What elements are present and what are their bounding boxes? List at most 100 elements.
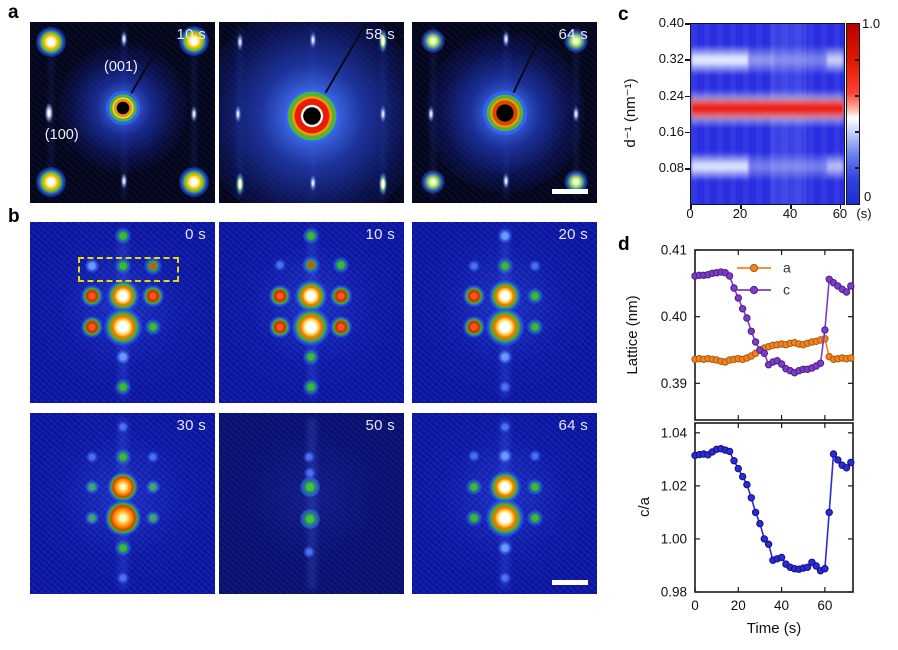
diffraction-spot — [563, 29, 588, 53]
legend-marker — [749, 263, 759, 273]
diffraction-spot — [269, 285, 292, 308]
intensity-band-segment — [825, 44, 844, 76]
colorbar-tick — [855, 131, 859, 133]
data-point-c/a — [825, 508, 833, 517]
panel-label-b: b — [8, 206, 20, 227]
data-point-c — [734, 294, 743, 302]
diffraction-spot — [178, 26, 209, 56]
intensity-band-segment — [691, 151, 750, 181]
diffraction-image-a: 64 s — [412, 22, 597, 203]
diffraction-spot — [36, 167, 67, 198]
diffraction-spot — [36, 26, 67, 57]
diffraction-spot — [106, 280, 139, 313]
heatmap-x-tick-label: 40 — [782, 206, 798, 221]
diffraction-spot — [467, 260, 480, 273]
diffraction-spot — [302, 546, 315, 559]
diffraction-spot — [299, 477, 320, 498]
diffraction-spot — [269, 315, 292, 338]
y-tick-label: 0.40 — [661, 309, 687, 324]
diffraction-spot — [377, 168, 389, 199]
data-point-c/a — [834, 456, 842, 464]
diffraction-spot — [103, 307, 142, 346]
diffraction-spot — [146, 480, 161, 495]
heatmap-x-tick — [690, 204, 692, 209]
diffraction-spot — [527, 318, 544, 335]
diffraction-spot — [114, 539, 131, 556]
intensity-band-segment — [749, 44, 776, 76]
diffraction-spot — [465, 479, 482, 496]
legend-label: a — [783, 260, 791, 276]
diffraction-spot — [114, 378, 131, 395]
panel-label-c: c — [618, 4, 629, 25]
data-point-c/a — [747, 494, 756, 502]
heatmap-y-tick-label: 0.40 — [658, 15, 684, 30]
diffraction-image-b: 50 s — [219, 413, 404, 594]
diffraction-spot — [294, 280, 327, 313]
diffraction-spot — [421, 170, 446, 195]
intensity-band-segment — [825, 151, 844, 181]
diffraction-spot — [496, 258, 513, 275]
diffraction-spot — [497, 449, 512, 464]
diffraction-spot — [178, 167, 209, 198]
diffraction-spot — [467, 450, 480, 463]
diffraction-spot — [146, 510, 161, 525]
diffraction-image-b: 0 s — [30, 222, 215, 403]
scale-bar — [552, 580, 588, 585]
data-point-c — [738, 304, 747, 313]
intensity-band-segment — [691, 44, 750, 76]
heatmap-x-tick-label: 60 — [832, 206, 848, 221]
colorbar-tick — [855, 59, 859, 61]
diffraction-spot — [497, 540, 512, 555]
time-label: 64 s — [558, 417, 588, 434]
diffraction-spot — [119, 28, 129, 51]
data-point-c — [747, 327, 756, 336]
reflection-annotation: (001) — [104, 59, 138, 76]
intensity-band-segment — [749, 151, 826, 181]
y-tick-label: 0.98 — [661, 585, 687, 600]
diffraction-spot — [142, 285, 165, 308]
diffraction-spot — [426, 103, 436, 126]
time-label: 10 s — [176, 26, 206, 43]
central-beam-stop — [105, 90, 140, 125]
diffraction-spot — [104, 499, 141, 536]
diffraction-spot — [485, 307, 524, 346]
diffraction-spot — [462, 285, 485, 308]
diffraction-spot — [302, 227, 319, 244]
data-point-c/a — [777, 553, 786, 562]
diffraction-spot — [274, 259, 287, 272]
data-point-c — [751, 338, 760, 346]
x-tick-label: 60 — [817, 598, 832, 613]
diffraction-spot — [114, 228, 131, 245]
lattice-parameter-chart: 0.41 0.40 0.39 Lattice (nm) ac — [624, 244, 855, 421]
diffraction-spot — [84, 510, 99, 525]
heatmap-x-tick-label: 20 — [732, 206, 748, 221]
y-tick-label: 1.00 — [661, 531, 687, 546]
diffraction-spot — [116, 571, 129, 584]
heatmap-y-tick-label: 0.32 — [658, 51, 684, 67]
colorbar-max-label: 1.0 — [862, 16, 881, 31]
diffraction-spot — [488, 471, 521, 504]
diffraction-spot — [465, 509, 482, 526]
heatmap-x-unit-label: (s) — [856, 206, 872, 221]
diffraction-spot — [501, 28, 511, 51]
diffraction-spot — [116, 420, 129, 433]
diffraction-spot — [303, 466, 316, 479]
x-tick-label: 40 — [774, 598, 789, 613]
diffraction-spot — [80, 315, 103, 338]
diffraction-spot — [498, 420, 511, 433]
heatmap-y-tick-label: 0.08 — [658, 160, 684, 176]
legend-label: c — [783, 282, 790, 298]
heatmap-y-tick — [685, 59, 690, 61]
diffraction-spot — [234, 168, 246, 199]
data-point-c — [842, 288, 851, 296]
heatmap-x-tick — [839, 204, 842, 209]
central-beam-stop — [482, 90, 527, 135]
data-point-a — [847, 354, 855, 362]
x-axis-label: Time (s) — [747, 620, 801, 637]
diffraction-spot — [144, 257, 163, 276]
diffraction-spot — [308, 29, 318, 52]
diffraction-spot — [421, 29, 446, 53]
diffraction-spot — [43, 99, 55, 126]
intensity-band-segment — [775, 44, 826, 76]
